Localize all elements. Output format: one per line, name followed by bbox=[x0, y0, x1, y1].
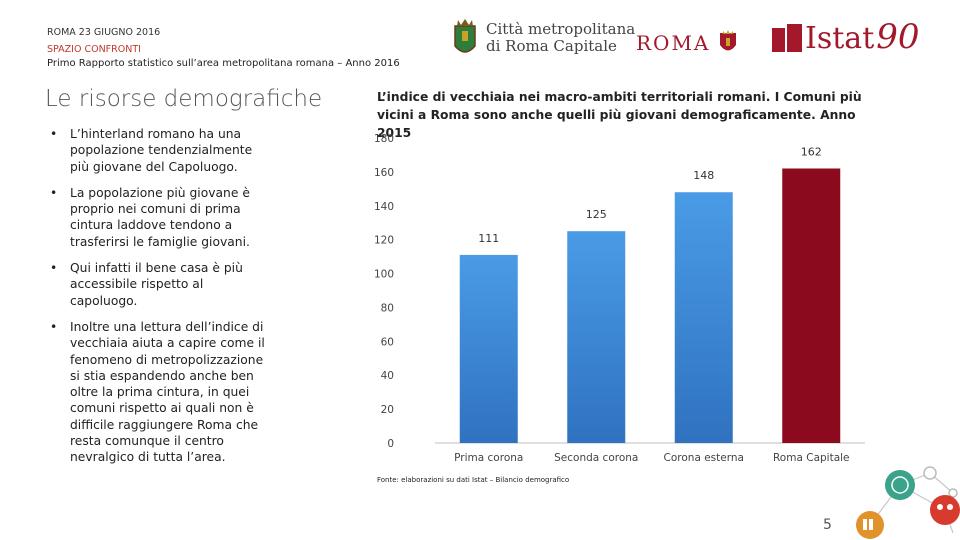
x-tick-label: Seconda corona bbox=[554, 452, 638, 464]
node-circle-icon bbox=[948, 488, 958, 498]
data-label: 162 bbox=[801, 146, 822, 159]
x-tick-label: Roma Capitale bbox=[773, 452, 850, 464]
istat-mark-icon bbox=[772, 24, 802, 52]
data-label: 111 bbox=[478, 232, 499, 245]
bullet-item: • L’hinterland romano ha una popolazione … bbox=[46, 126, 271, 175]
chart-source: Fonte: elaborazioni su dati Istat – Bila… bbox=[377, 476, 570, 484]
istat-logo-text: Istat bbox=[805, 21, 875, 56]
header-section: SPAZIO CONFRONTI bbox=[47, 44, 141, 55]
istat-logo: Istat 90 bbox=[772, 20, 920, 54]
chart-title: L’indice di vecchiaia nei macro-ambiti t… bbox=[377, 90, 862, 140]
bullet-marker: • bbox=[50, 319, 58, 334]
bullet-text: Qui infatti il bene casa è più accessibi… bbox=[70, 261, 243, 308]
bullet-text: La popolazione più giovane è proprio nei… bbox=[70, 185, 250, 249]
decorative-network-graphic bbox=[856, 466, 960, 539]
people-icon bbox=[930, 495, 960, 525]
y-tick-label: 140 bbox=[374, 201, 394, 213]
y-tick-label: 40 bbox=[381, 370, 394, 382]
page-title: Le risorse demografiche bbox=[45, 86, 323, 112]
bullet-marker: • bbox=[50, 185, 58, 200]
roma-logo: ROMA bbox=[636, 30, 738, 56]
header-subtitle: Primo Rapporto statistico sull’area metr… bbox=[47, 58, 400, 69]
citta-logo-line2: di Roma Capitale bbox=[486, 37, 617, 55]
x-tick-label: Prima corona bbox=[454, 452, 523, 464]
y-tick-label: 20 bbox=[381, 404, 394, 416]
bullet-text: L’hinterland romano ha una popolazione t… bbox=[70, 127, 253, 174]
x-tick-label: Corona esterna bbox=[664, 452, 744, 464]
y-tick-label: 60 bbox=[381, 336, 394, 348]
y-tick-label: 100 bbox=[374, 269, 394, 281]
node-circle-icon bbox=[923, 466, 937, 480]
y-tick-label: 160 bbox=[374, 167, 394, 179]
bar-roma-capitale bbox=[782, 168, 841, 443]
globe-icon bbox=[885, 470, 915, 500]
data-label: 148 bbox=[693, 169, 714, 182]
bullet-item: • Inoltre una lettura dell’indice di vecc… bbox=[46, 319, 271, 466]
y-tick-label: 120 bbox=[374, 235, 394, 247]
y-tick-label: 80 bbox=[381, 302, 394, 314]
page-number: 5 bbox=[823, 517, 832, 533]
citta-metropolitana-logo: Città metropolitana di Roma Capitale bbox=[452, 16, 635, 60]
roma-logo-text: ROMA bbox=[636, 31, 711, 55]
bullet-marker: • bbox=[50, 127, 58, 141]
data-label: 125 bbox=[586, 208, 607, 221]
bullet-text: Inoltre una lettura dell’indice di vecch… bbox=[70, 319, 265, 465]
bullet-marker: • bbox=[50, 261, 58, 276]
bar-prima-corona bbox=[459, 254, 518, 443]
y-tick-label: 0 bbox=[387, 438, 394, 450]
roma-shield-icon bbox=[720, 30, 737, 51]
header-date: ROMA 23 GIUGNO 2016 bbox=[47, 27, 161, 38]
istat-logo-number: 90 bbox=[876, 17, 920, 57]
bar-chart: 0 20 40 60 80 100 120 140 160 180 111 Prima corona 1… bbox=[374, 133, 865, 464]
bullet-list: • L’hinterland romano ha una popolazione … bbox=[46, 126, 271, 476]
citta-logo-line1: Città metropolitana bbox=[486, 20, 636, 38]
bullet-item: • La popolazione più giovane è proprio ne… bbox=[46, 185, 271, 250]
bar-corona-esterna bbox=[674, 192, 733, 443]
y-tick-label: 180 bbox=[374, 133, 394, 145]
crest-icon bbox=[454, 19, 476, 53]
bar-seconda-corona bbox=[567, 231, 626, 443]
bullet-item: • Qui infatti il bene casa è più accessib… bbox=[46, 260, 271, 309]
